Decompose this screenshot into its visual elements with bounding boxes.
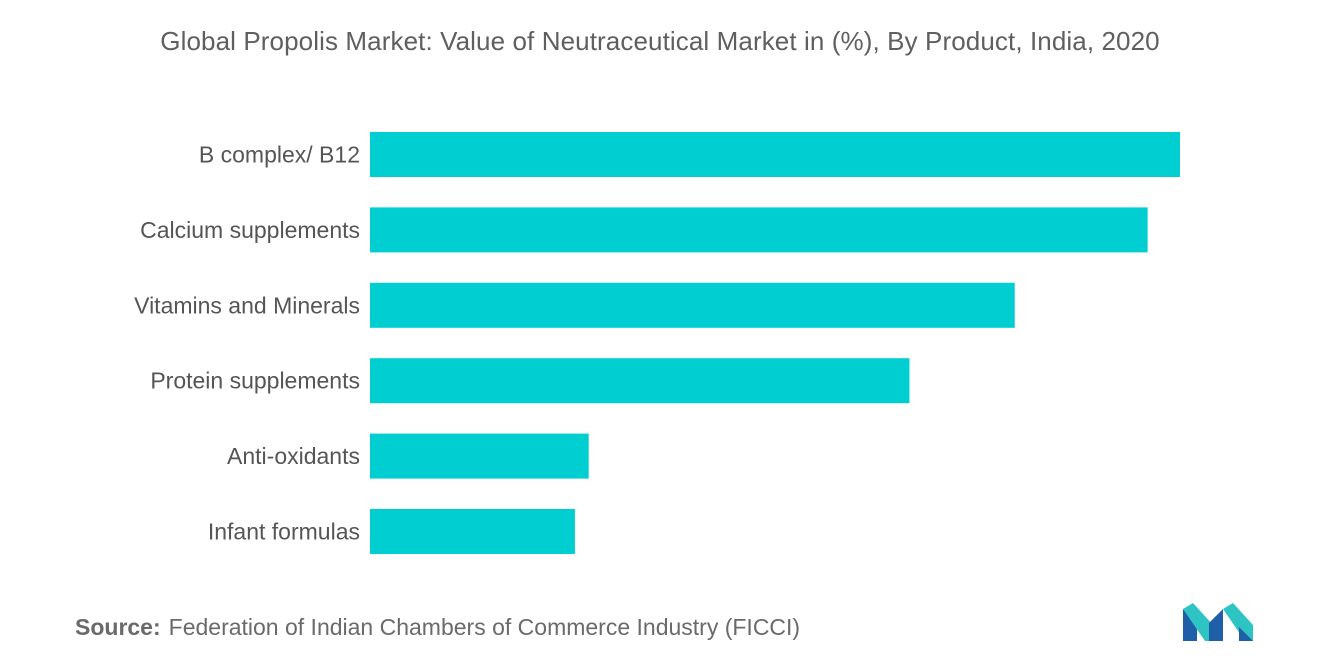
- bar-4: [370, 433, 589, 479]
- bars: [370, 132, 1180, 554]
- bar-2: [370, 282, 1015, 328]
- bar-0: [370, 132, 1180, 177]
- source-note: Source: Federation of Indian Chambers of …: [75, 614, 800, 641]
- chart-title: Global Propolis Market: Value of Neutrac…: [160, 26, 1160, 56]
- source-text: Federation of Indian Chambers of Commerc…: [168, 614, 801, 640]
- mordor-intelligence-logo-icon: [1183, 603, 1253, 641]
- category-label: Vitamins and Minerals: [134, 292, 360, 318]
- category-label: Infant formulas: [208, 519, 360, 545]
- source-label: Source:: [75, 614, 161, 640]
- bar-1: [370, 207, 1148, 253]
- category-label: Calcium supplements: [140, 217, 360, 243]
- category-label: Anti-oxidants: [227, 443, 360, 469]
- category-labels: B complex/ B12 Calcium supplements Vitamin…: [134, 142, 360, 545]
- bar-3: [370, 358, 910, 404]
- category-label: Protein supplements: [150, 368, 360, 394]
- category-label: B complex/ B12: [199, 142, 360, 168]
- bar-5: [370, 509, 575, 554]
